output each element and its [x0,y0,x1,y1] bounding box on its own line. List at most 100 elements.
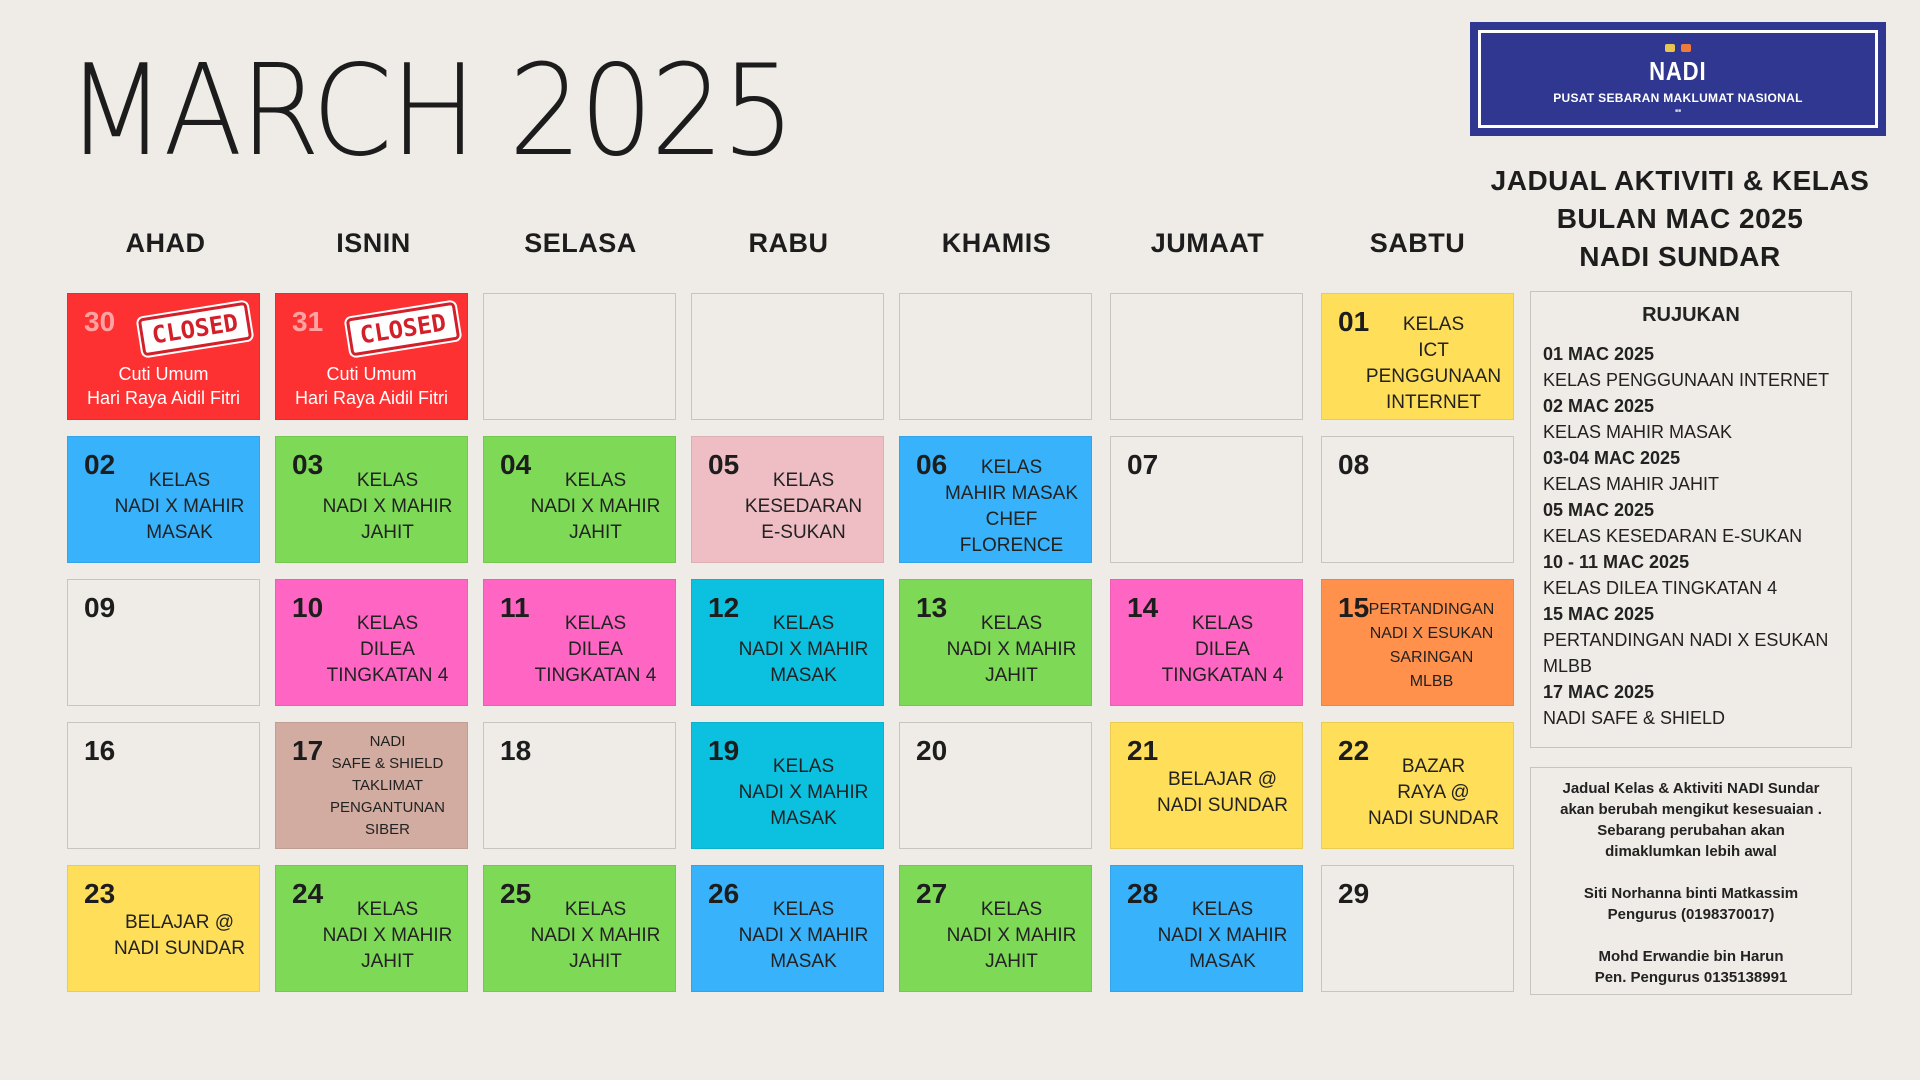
reference-date: 02 MAC 2025 [1543,396,1655,416]
reference-item: 17 MAC 2025 NADI SAFE & SHIELD [1543,679,1839,731]
event-label: KELAS ICT PENGGUNAAN INTERNET [1360,314,1507,413]
event-label: KELAS NADI X MAHIR JAHIT [522,888,669,983]
day-number: 22 [1338,735,1370,766]
calendar-day-cell: 09 [67,579,260,706]
calendar-day-cell: 17 NADI SAFE & SHIELD TAKLIMAT PENGANTUNAN SI… [275,722,468,849]
event-line: KELAS [356,469,419,491]
event-line: KELAS [980,612,1043,634]
event-line: NADI SUNDAR [114,937,245,959]
nadi-logo: NADI PUSAT SEBARAN MAKLUMAT NASIONAL ■■ [1470,22,1886,136]
calendar-day-cell: 28 KELAS NADI X MAHIR MASAK [1110,865,1303,992]
event-line: KESEDARAN [744,495,863,517]
event-line: KELAS [772,469,835,491]
event-line: NADI X MAHIR [946,638,1077,660]
calendar-day-cell: 13 KELAS NADI X MAHIR JAHIT [899,579,1092,706]
nadi-emblem-icon [1681,44,1691,52]
day-number: 16 [84,735,116,766]
day-number: 26 [708,878,740,909]
event-line: KELAS [564,898,627,920]
day-number: 13 [916,592,948,623]
event-line: SAFE & SHIELD [331,754,444,772]
reference-text: PERTANDINGAN NADI X ESUKAN MLBB [1543,630,1829,676]
reference-item: 01 MAC 2025 KELAS PENGGUNAAN INTERNET [1543,341,1839,393]
closed-stamp: CLOSED [345,301,461,357]
event-line: NADI SUNDAR [1368,807,1499,829]
event-line: KELAS [1402,313,1465,335]
reference-item: 05 MAC 2025 KELAS KESEDARAN E-SUKAN [1543,497,1839,549]
event-line: NADI X MAHIR [946,924,1077,946]
contact-role: Pengurus (0198370017) [1607,906,1775,923]
calendar-day-cell: 05 KELAS KESEDARAN E-SUKAN [691,436,884,563]
calendar-empty-cell [483,293,676,420]
weekday-header: RABU [748,228,829,258]
event-line: TINGKATAN 4 [534,664,657,686]
logo-name: NADI [1649,56,1707,86]
event-line: NADI X MAHIR [114,495,245,517]
day-number: 01 [1338,306,1370,337]
event-line: NADI SUNDAR [1157,794,1288,816]
schedule-heading: JADUAL AKTIVITI & KELAS BULAN MAC 2025 N… [1480,162,1880,276]
event-line: KELAS [980,456,1043,478]
calendar-day-cell: 08 [1321,436,1514,563]
reference-text: NADI SAFE & SHIELD [1543,708,1726,728]
weekday-header: JUMAAT [1150,228,1265,258]
day-number: 02 [84,449,116,480]
calendar-day-cell: 20 [899,722,1092,849]
calendar-day-cell: 27 KELAS NADI X MAHIR JAHIT [899,865,1092,992]
event-label: BELAJAR @ NADI SUNDAR [1149,745,1296,840]
day-number: 28 [1127,878,1159,909]
event-line: MLBB [1409,672,1454,690]
weekday-header: KHAMIS [941,228,1052,258]
day-number: 10 [292,592,324,623]
reference-title: RUJUKAN [1642,304,1740,326]
event-line: MASAK [770,807,837,829]
heading-line: NADI SUNDAR [1579,241,1781,272]
day-number: 25 [500,878,532,909]
event-line: BAZAR [1401,755,1466,777]
holiday-label: Cuti Umum Hari Raya Aidil Fitri [276,362,467,410]
reference-text: KELAS MAHIR MASAK [1543,422,1733,442]
calendar-day-cell: 24 KELAS NADI X MAHIR JAHIT [275,865,468,992]
calendar-day-cell: 16 [67,722,260,849]
event-line: TAKLIMAT [351,776,424,794]
closed-stamp: CLOSED [137,301,253,357]
event-line: INTERNET [1386,391,1481,413]
event-line: CHEF FLORENCE [959,508,1064,556]
calendar-day-cell: 03 KELAS NADI X MAHIR JAHIT [275,436,468,563]
logo-subtitle: PUSAT SEBARAN MAKLUMAT NASIONAL [1553,91,1803,105]
calendar-day-cell: 23 BELAJAR @ NADI SUNDAR [67,865,260,992]
day-number: 21 [1127,735,1159,766]
event-line: MASAK [1189,950,1256,972]
event-line: MASAK [770,664,837,686]
event-line: KELAS [772,755,835,777]
event-label: KELAS NADI X MAHIR MASAK [730,745,877,840]
reference-date: 03-04 MAC 2025 [1543,448,1681,468]
reference-list: 01 MAC 2025 KELAS PENGGUNAAN INTERNET 02 M… [1543,341,1839,731]
weekday-header: AHAD [125,228,206,258]
reference-item: 10 - 11 MAC 2025 KELAS DILEA TINGKATAN 4 [1543,549,1839,601]
event-label: KELAS NADI X MAHIR JAHIT [522,459,669,554]
event-line: Cuti Umum [326,364,417,384]
event-line: KELAS [772,898,835,920]
event-label: PERTANDINGAN NADI X ESUKAN SARINGAN MLBB [1356,594,1507,697]
event-label: BAZAR RAYA @ NADI SUNDAR [1360,745,1507,840]
event-line: KELAS [772,612,835,634]
day-number: 14 [1127,592,1159,623]
reference-panel: RUJUKAN 01 MAC 2025 KELAS PENGGUNAAN INTE… [1530,291,1852,748]
calendar-day-cell: 01 KELAS ICT PENGGUNAAN INTERNET [1321,293,1514,420]
calendar-day-cell: 22 BAZAR RAYA @ NADI SUNDAR [1321,722,1514,849]
calendar-day-cell: 11 KELAS DILEA TINGKATAN 4 [483,579,676,706]
event-label: BELAJAR @ NADI SUNDAR [106,888,253,983]
weekday-header: SELASA [524,228,637,258]
reference-text: KELAS MAHIR JAHIT [1543,474,1720,494]
event-label: KELAS NADI X MAHIR JAHIT [938,888,1085,983]
event-line: RAYA @ [1397,781,1470,803]
event-line: TINGKATAN 4 [1161,664,1284,686]
day-number: 18 [500,735,532,766]
calendar-day-cell: 14 KELAS DILEA TINGKATAN 4 [1110,579,1303,706]
calendar-empty-cell [1110,293,1303,420]
event-label: NADI SAFE & SHIELD TAKLIMAT PENGANTUNAN SIBE… [314,729,461,842]
event-line: DILEA [360,638,415,660]
event-line: PERTANDINGAN [1368,600,1495,618]
event-line: PENGANTUNAN [329,798,445,816]
